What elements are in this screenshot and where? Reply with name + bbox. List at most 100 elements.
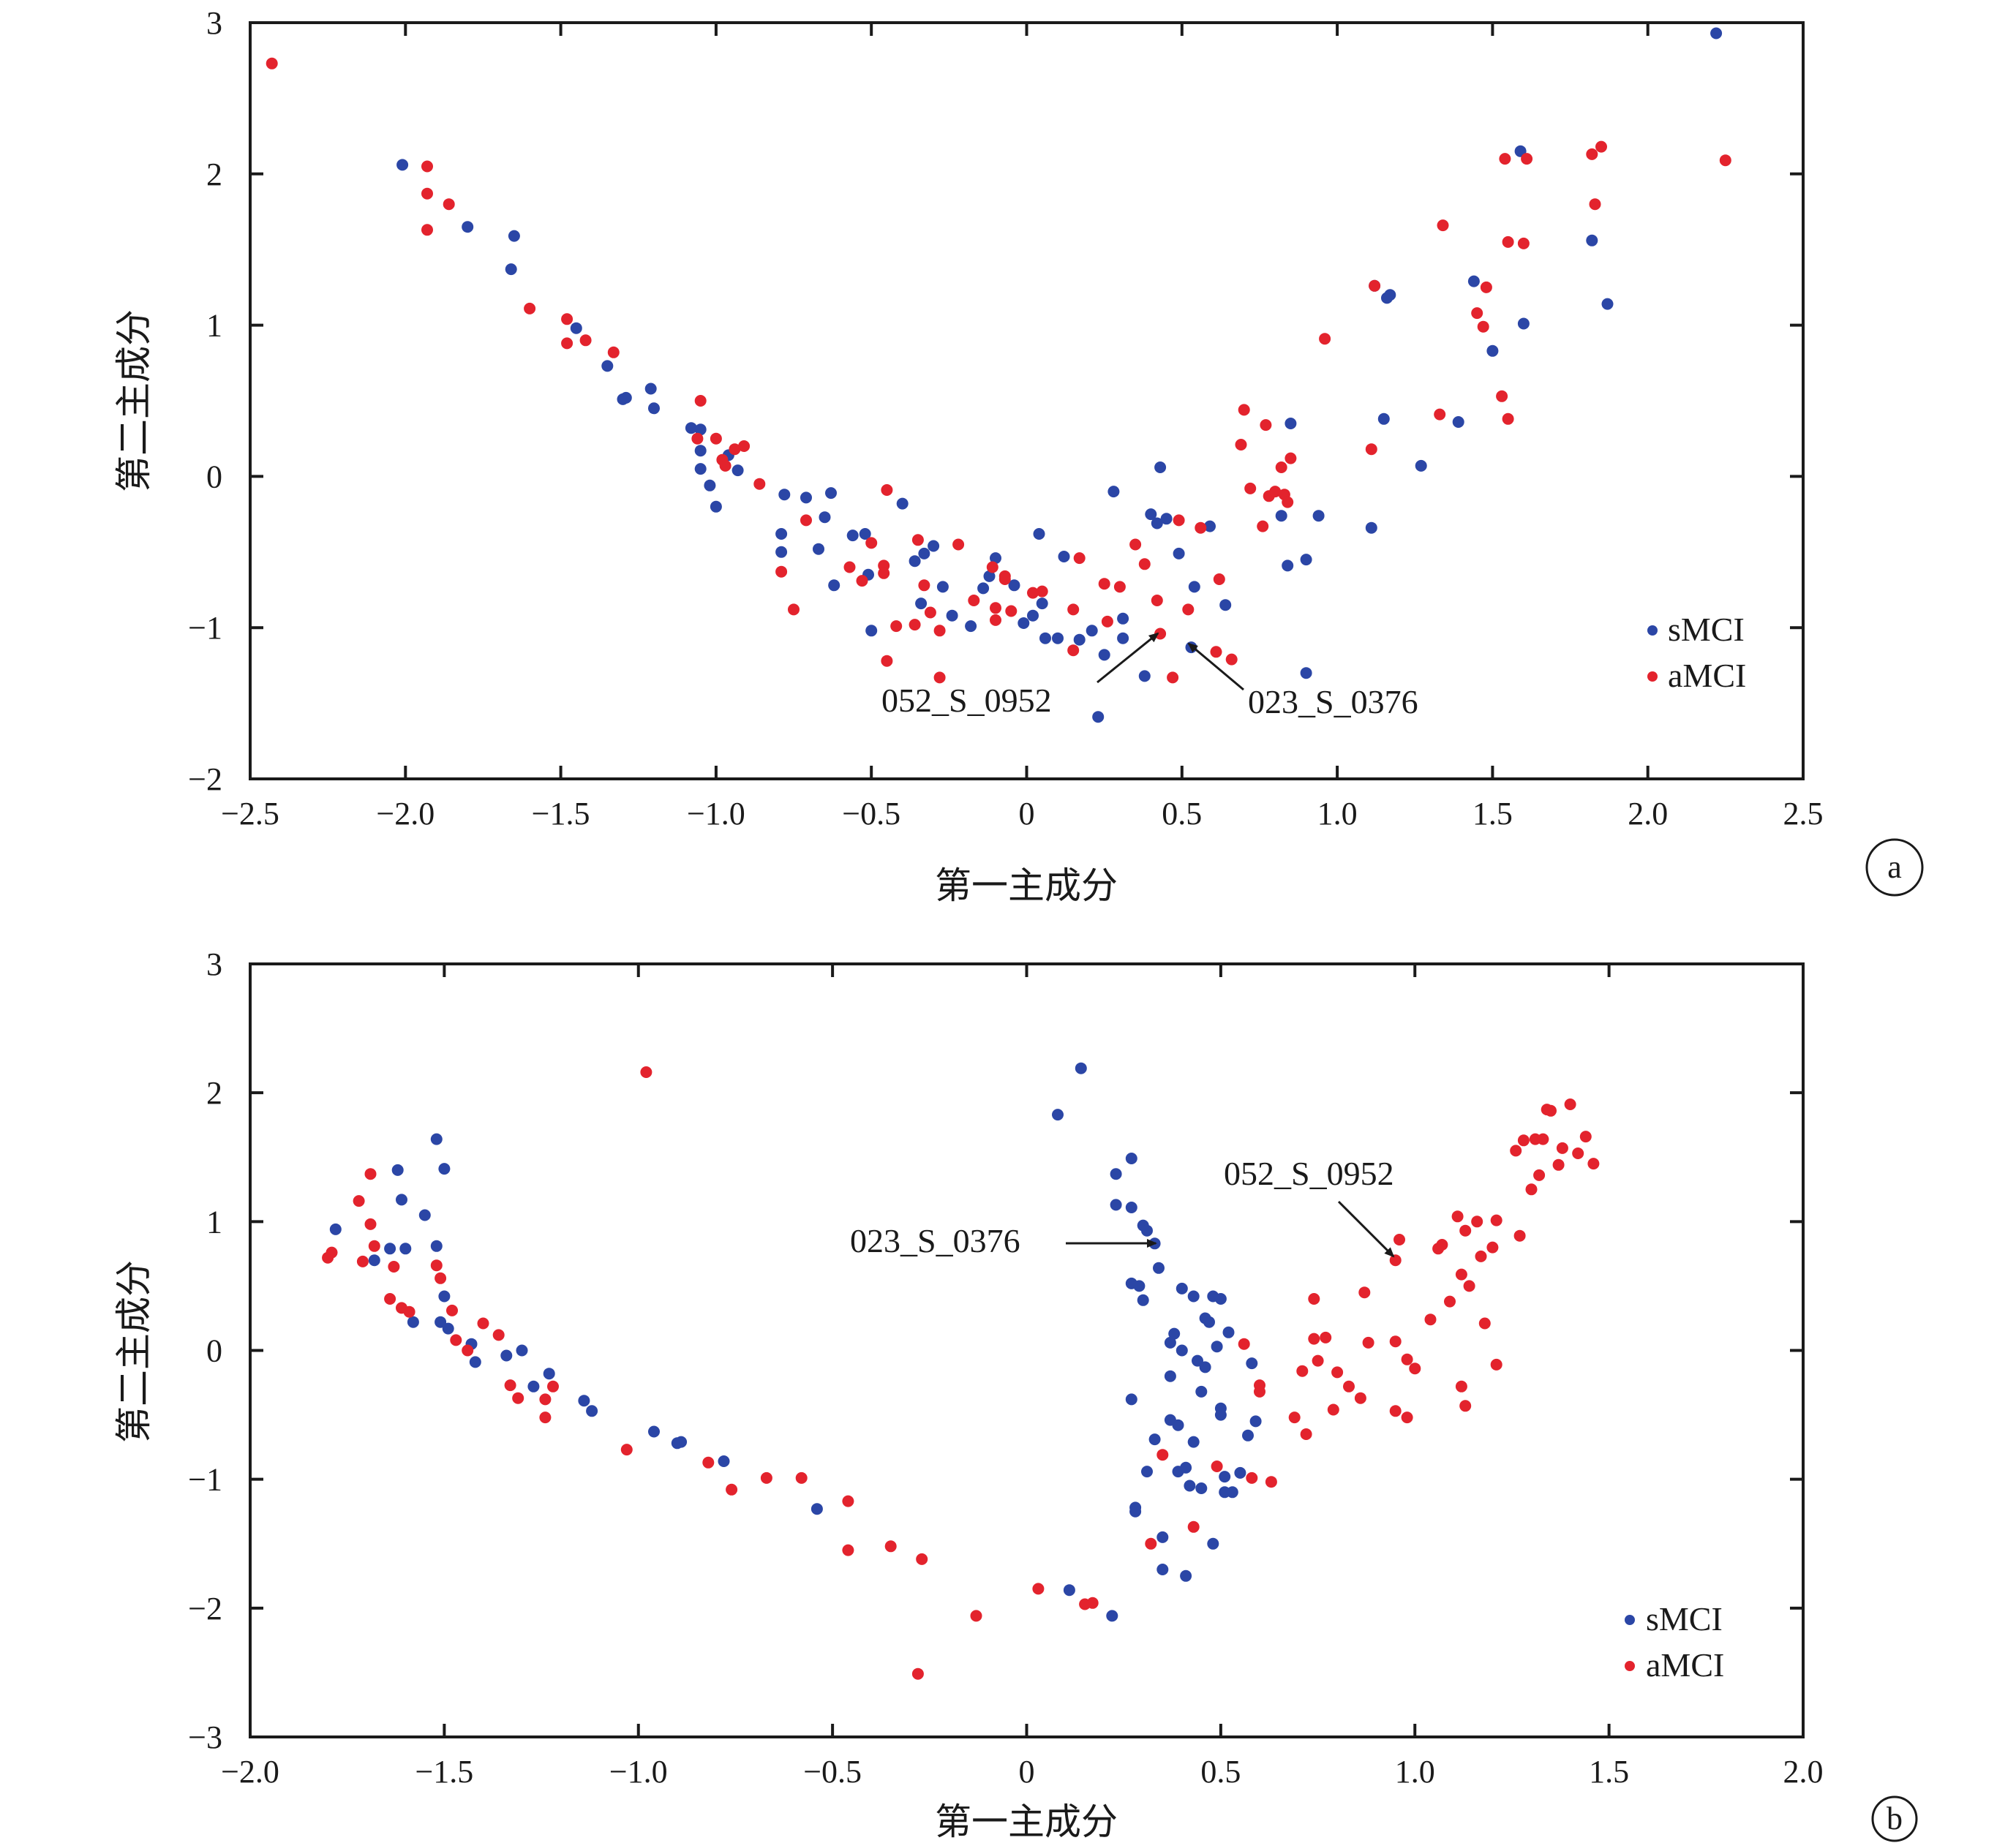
point-amci <box>364 1168 377 1180</box>
data-points <box>322 1062 1600 1680</box>
point-smci <box>1073 633 1086 646</box>
point-amci <box>1285 452 1297 464</box>
point-amci <box>1369 279 1381 292</box>
point-smci <box>977 582 990 595</box>
data-points <box>266 27 1731 723</box>
legend-marker-smci <box>1647 625 1658 636</box>
point-smci <box>1092 711 1105 723</box>
point-smci <box>438 1290 451 1303</box>
point-smci <box>396 159 409 171</box>
point-amci <box>1288 1412 1301 1424</box>
point-smci <box>1138 670 1151 682</box>
point-smci <box>1415 459 1427 472</box>
point-amci <box>1308 1333 1320 1345</box>
point-amci <box>1409 1363 1421 1375</box>
point-amci <box>788 603 800 616</box>
point-smci <box>778 489 791 501</box>
point-smci <box>1156 1564 1169 1575</box>
point-smci <box>1153 1262 1165 1274</box>
point-smci <box>1207 1537 1219 1550</box>
point-amci <box>1327 1403 1339 1416</box>
point-smci <box>1008 579 1020 592</box>
point-amci <box>421 160 433 173</box>
point-smci <box>578 1395 590 1407</box>
point-amci <box>1589 198 1601 211</box>
point-amci <box>1595 140 1607 153</box>
panel-label: a <box>1887 849 1902 885</box>
annotation-052-s-0952: 052_S_0952 <box>1224 1155 1394 1192</box>
point-smci <box>430 1133 443 1145</box>
point-smci <box>1486 344 1499 357</box>
point-amci <box>1036 585 1048 598</box>
x-axis-title: 第一主成分 <box>935 865 1118 906</box>
x-tick-label: 0 <box>1019 1754 1035 1790</box>
point-smci <box>1176 1282 1188 1294</box>
point-amci <box>1244 482 1257 494</box>
point-amci <box>1238 1338 1250 1350</box>
point-smci <box>1058 551 1070 562</box>
ticks <box>249 962 1805 1738</box>
point-amci <box>1401 1353 1413 1365</box>
point-amci <box>1235 439 1247 451</box>
point-smci <box>775 528 788 540</box>
point-smci <box>1377 412 1390 425</box>
point-amci <box>620 1444 633 1456</box>
legend-label-amci: aMCI <box>1646 1646 1724 1684</box>
y-tick-labels: −2 −1 0 1 2 3 <box>188 5 222 797</box>
point-smci <box>644 382 657 395</box>
point-smci <box>1141 1466 1153 1478</box>
point-amci <box>1537 1133 1549 1145</box>
point-amci <box>1027 587 1039 599</box>
annotation-023-s-0376: 023_S_0376 <box>1248 683 1418 720</box>
point-smci <box>1285 418 1297 429</box>
point-smci <box>329 1223 342 1235</box>
point-smci <box>1098 649 1110 661</box>
point-smci <box>391 1164 404 1176</box>
point-smci <box>418 1209 431 1221</box>
point-smci <box>990 552 1001 565</box>
point-smci <box>1211 1341 1223 1353</box>
point-amci <box>430 1259 443 1272</box>
point-amci <box>1210 646 1222 658</box>
point-amci <box>1067 603 1080 616</box>
point-smci <box>915 598 928 610</box>
point-amci <box>1275 461 1287 473</box>
point-smci <box>983 570 996 582</box>
point-smci <box>1133 1280 1146 1292</box>
point-smci <box>1601 298 1614 310</box>
point-amci <box>1437 219 1449 232</box>
point-smci <box>1036 598 1048 610</box>
point-smci <box>1214 1293 1227 1305</box>
point-amci <box>738 440 751 452</box>
point-smci <box>718 1455 730 1467</box>
panel-label-circle <box>1871 1795 1918 1842</box>
point-smci <box>1176 1344 1188 1357</box>
point-amci <box>539 1393 552 1406</box>
point-smci <box>1517 317 1530 330</box>
point-smci <box>1027 609 1039 622</box>
point-smci <box>1195 1385 1208 1398</box>
point-smci <box>368 1254 380 1267</box>
x-tick-label: 2.0 <box>1783 1754 1824 1790</box>
point-amci <box>1444 1295 1456 1308</box>
x-axis-title: 第一主成分 <box>935 1801 1118 1842</box>
point-smci <box>527 1380 540 1392</box>
point-amci <box>547 1380 559 1392</box>
point-amci <box>909 619 921 631</box>
y-tick-label: −1 <box>188 1462 222 1498</box>
x-tick-label: 1.5 <box>1472 796 1513 832</box>
point-amci <box>1459 1224 1472 1237</box>
point-smci <box>819 511 831 524</box>
point-smci <box>1226 1486 1238 1499</box>
legend-marker-amci <box>1625 1661 1635 1671</box>
point-amci <box>266 57 278 69</box>
point-smci <box>1052 1109 1064 1121</box>
point-amci <box>1502 235 1514 248</box>
point-smci <box>500 1349 513 1362</box>
point-amci <box>388 1261 400 1273</box>
point-amci <box>1300 1428 1312 1440</box>
plot-frame <box>249 21 1805 780</box>
point-smci <box>813 543 824 555</box>
point-smci <box>1110 1168 1122 1180</box>
y-axis-title: 第二主成分 <box>113 309 154 492</box>
